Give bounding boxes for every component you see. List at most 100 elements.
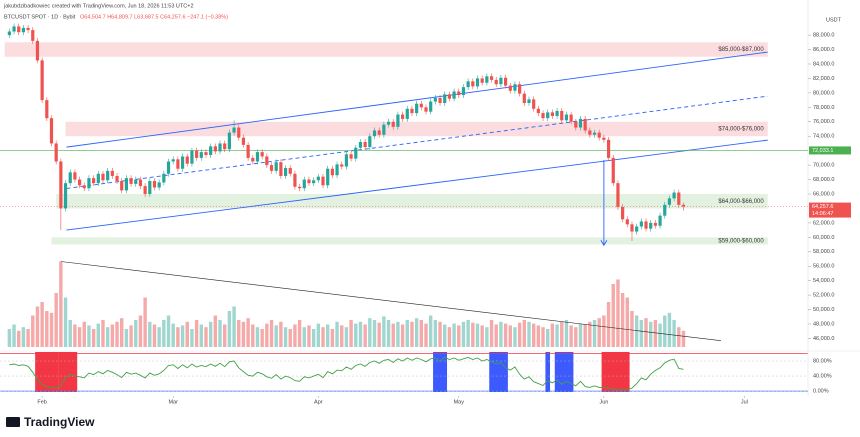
- volume-bar: [265, 323, 269, 347]
- volume-bar: [185, 321, 189, 347]
- candle-body: [227, 132, 231, 150]
- volume-bar: [569, 325, 573, 347]
- volume-bar: [438, 321, 442, 347]
- drawings-layer: [0, 51, 808, 247]
- indicator-tick-label: 80.00%: [813, 358, 832, 364]
- volume-bar: [73, 324, 77, 347]
- arrow-head: [600, 240, 608, 247]
- volume-bar: [677, 327, 681, 347]
- volume-bar: [667, 312, 672, 347]
- candle-body: [658, 215, 662, 226]
- x-tick-label: Mar: [168, 399, 178, 405]
- candle-body: [223, 143, 227, 150]
- y-tick-label: 54,000.0: [813, 278, 834, 284]
- candle-body: [190, 150, 194, 164]
- candle-body: [471, 81, 475, 87]
- candle-body: [550, 112, 554, 116]
- volume-bar: [138, 315, 143, 347]
- candle-body: [354, 147, 358, 159]
- volume-bar: [672, 320, 676, 347]
- candle-body: [616, 183, 620, 207]
- x-tick-label: May: [454, 399, 465, 405]
- candle-body: [171, 159, 175, 162]
- candle-body: [649, 222, 653, 229]
- candle-body: [129, 178, 133, 184]
- candle-body: [653, 222, 657, 226]
- candle-body: [138, 179, 143, 187]
- volume-bar: [251, 324, 255, 347]
- candle-body: [644, 221, 648, 229]
- candle-body: [265, 156, 269, 166]
- volume-bar: [180, 325, 185, 347]
- volume-bar: [255, 327, 260, 347]
- volume-bar: [606, 302, 611, 347]
- volume-bar: [7, 329, 12, 347]
- volume-bar: [649, 321, 653, 347]
- candle-body: [106, 170, 110, 181]
- last-price-tag: [809, 202, 851, 218]
- candle-body: [7, 31, 11, 36]
- volume-bar: [307, 325, 311, 347]
- volume-bar: [644, 318, 648, 347]
- y-tick-label: 52,000.0: [813, 293, 834, 299]
- volume-bar: [499, 321, 503, 347]
- volume-bar: [349, 320, 353, 347]
- candle-body: [433, 97, 437, 102]
- y-tick-label: 76,000.0: [813, 119, 834, 125]
- volume-bar: [536, 325, 541, 347]
- candle-body: [681, 204, 686, 207]
- candle-body: [635, 226, 639, 232]
- volume-bar: [59, 261, 63, 347]
- candle-body: [326, 168, 330, 186]
- y-tick-label: 88,000.0: [813, 33, 834, 39]
- candle-body: [17, 26, 21, 33]
- candle-body: [382, 124, 386, 135]
- volume-bar: [110, 324, 115, 347]
- volume-bar: [297, 320, 302, 347]
- volume-bar: [134, 320, 138, 347]
- candle-body: [400, 114, 405, 119]
- volume-bar: [550, 323, 555, 347]
- candle-body: [419, 103, 423, 108]
- volume-bar: [466, 320, 470, 347]
- candle-body: [424, 107, 428, 112]
- candle-body: [162, 173, 166, 183]
- x-tick-label: Jul: [741, 399, 748, 405]
- volume-bar: [91, 329, 96, 347]
- price-zone: [51, 237, 768, 245]
- zone-label: $85,000-$87,000: [718, 47, 764, 53]
- y-tick-label: 48,000.0: [813, 321, 834, 327]
- volume-bar: [489, 320, 494, 347]
- volume-bar: [344, 327, 349, 347]
- candle-body: [209, 146, 213, 155]
- candle-body: [611, 157, 615, 184]
- volume-bar: [424, 323, 428, 347]
- volume-bar: [382, 316, 386, 347]
- candle-body: [494, 79, 498, 85]
- candle-body: [54, 143, 58, 162]
- indicator-tick-label: 0.00%: [813, 389, 829, 395]
- candle-body: [283, 168, 288, 176]
- candle-body: [218, 143, 222, 152]
- volume-bar: [77, 327, 82, 347]
- candle-body: [625, 219, 629, 225]
- candle-body: [110, 170, 114, 176]
- candle-body: [166, 161, 171, 174]
- candle-body: [499, 77, 503, 85]
- candle-body: [475, 78, 480, 87]
- volume-bar: [12, 324, 16, 347]
- candle-body: [429, 101, 433, 112]
- candle-body: [677, 192, 681, 205]
- candle-body: [307, 179, 311, 184]
- volume-bar: [630, 311, 634, 347]
- y-tick-label: 66,000.0: [813, 191, 834, 197]
- volume-bar: [232, 306, 236, 347]
- candle-body: [115, 175, 119, 181]
- brand[interactable]: TradingView: [24, 415, 95, 429]
- volume-bar: [190, 329, 194, 347]
- volume-bar: [171, 323, 175, 347]
- volume-bar: [26, 329, 30, 347]
- candle-body: [92, 178, 96, 184]
- candle-body: [143, 186, 147, 194]
